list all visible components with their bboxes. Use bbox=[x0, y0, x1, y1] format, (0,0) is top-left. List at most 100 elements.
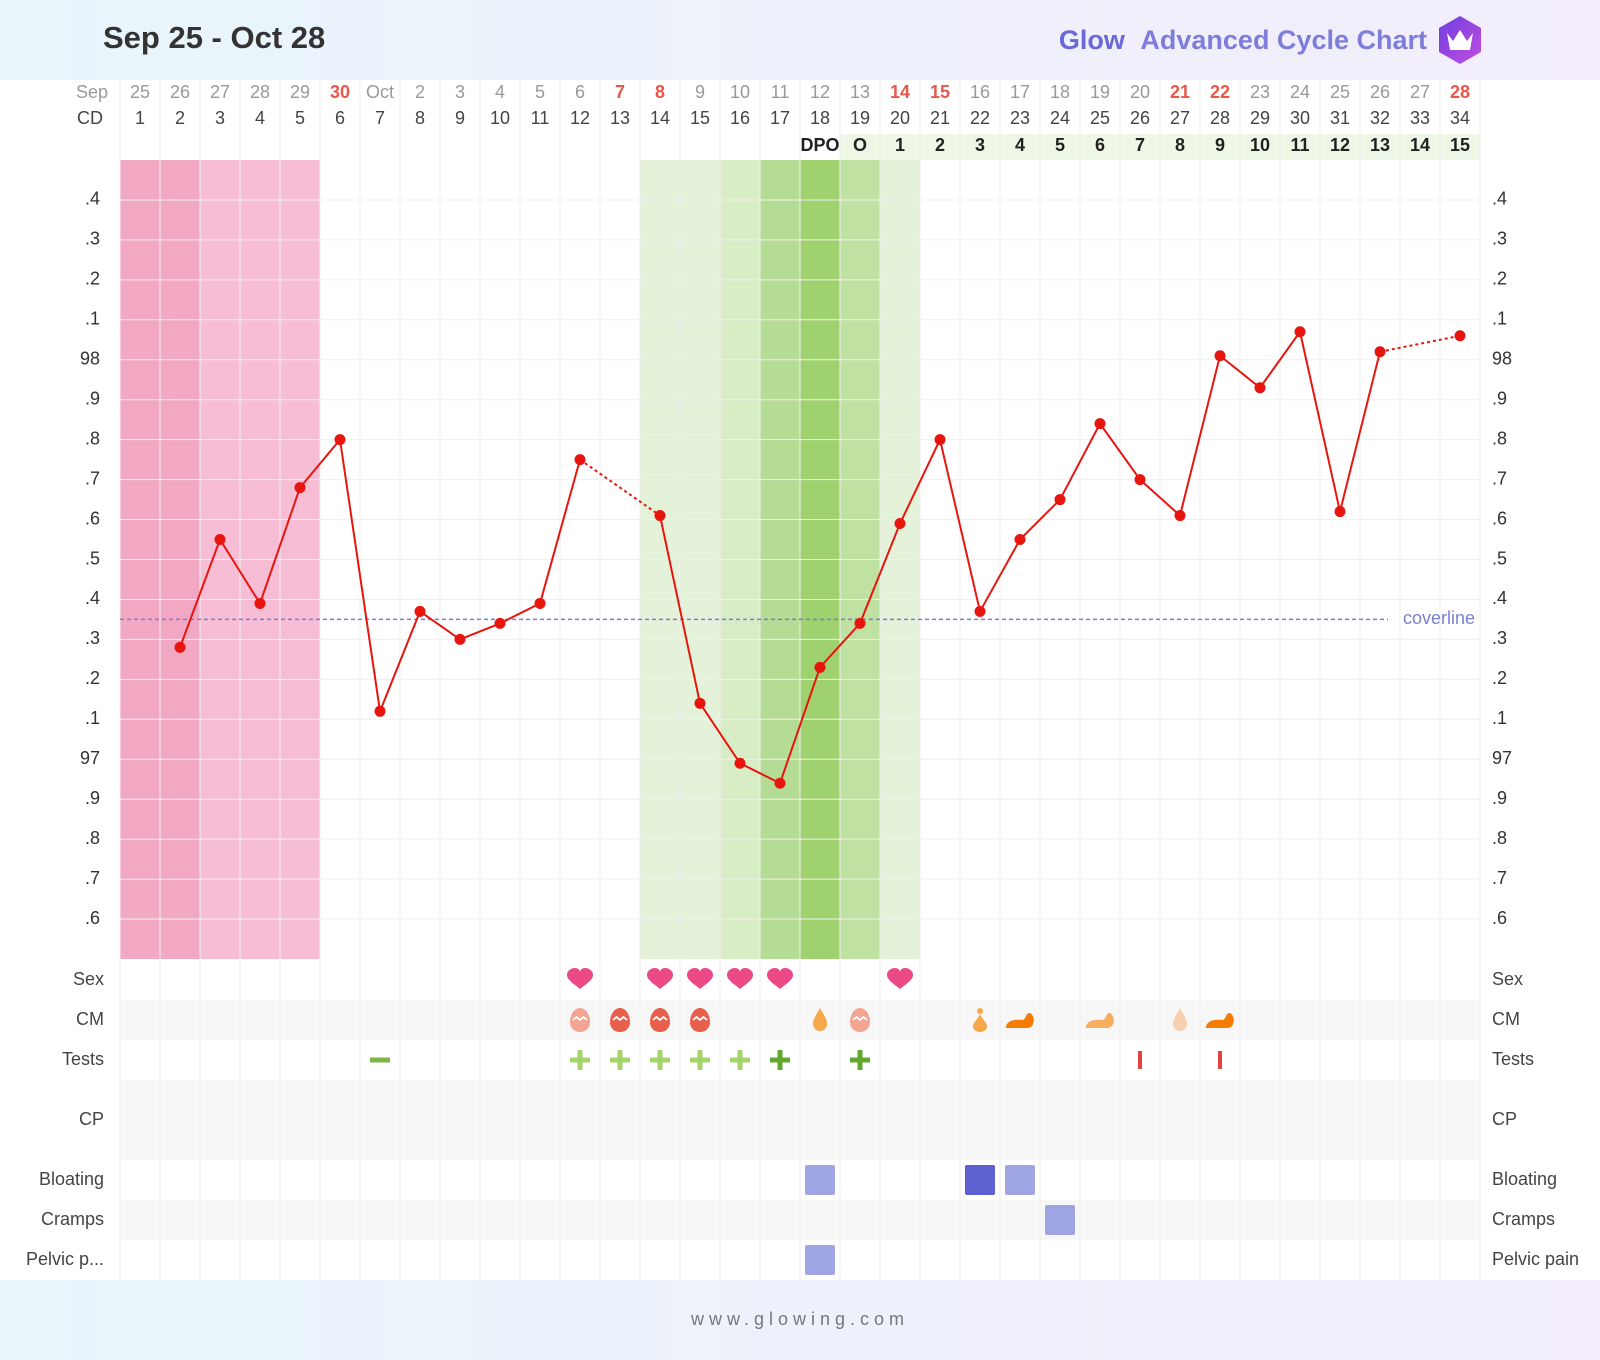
y-tick-label-right: .5 bbox=[1492, 548, 1507, 568]
cycle-day-label: 5 bbox=[295, 108, 305, 128]
temperature-point bbox=[974, 605, 986, 617]
temperature-point bbox=[774, 777, 786, 789]
dpo-value: 6 bbox=[1095, 135, 1105, 155]
cycle-day-label: 6 bbox=[335, 108, 345, 128]
temperature-point bbox=[1374, 346, 1386, 358]
symptom-square bbox=[1005, 1165, 1035, 1195]
date-label: 6 bbox=[575, 82, 585, 102]
symptom-heart bbox=[887, 968, 913, 989]
y-tick-label-right: .3 bbox=[1492, 229, 1507, 249]
temperature-point bbox=[254, 597, 266, 609]
y-tick-label-right: .9 bbox=[1492, 788, 1507, 808]
temperature-point bbox=[934, 434, 946, 446]
date-label: 15 bbox=[930, 82, 950, 102]
symptom-heart bbox=[647, 968, 673, 989]
date-label: 5 bbox=[535, 82, 545, 102]
egg-pattern bbox=[852, 1015, 868, 1022]
temperature-point bbox=[454, 633, 466, 645]
date-label: 21 bbox=[1170, 82, 1190, 102]
cycle-day-label: 13 bbox=[610, 108, 630, 128]
date-label: 27 bbox=[210, 82, 230, 102]
y-tick-label: .8 bbox=[85, 428, 100, 448]
dpo-value: 14 bbox=[1410, 135, 1430, 155]
symptom-bar bbox=[1138, 1051, 1142, 1069]
cycle-day-label: 7 bbox=[375, 108, 385, 128]
y-tick-label: .1 bbox=[85, 309, 100, 329]
date-label: 26 bbox=[1370, 82, 1390, 102]
y-tick-label-right: 97 bbox=[1492, 748, 1512, 768]
y-tick-label-right: .3 bbox=[1492, 628, 1507, 648]
y-tick-label: .4 bbox=[85, 189, 100, 209]
temperature-point bbox=[1054, 494, 1066, 506]
date-label: 29 bbox=[290, 82, 310, 102]
y-tick-label: .2 bbox=[85, 668, 100, 688]
temperature-point bbox=[174, 641, 186, 653]
y-tick-label: .3 bbox=[85, 628, 100, 648]
dpo-value: 8 bbox=[1175, 135, 1185, 155]
temperature-point bbox=[1254, 382, 1266, 394]
temperature-point bbox=[574, 454, 586, 466]
cycle-day-label: 30 bbox=[1290, 108, 1310, 128]
temperature-point bbox=[334, 434, 346, 446]
y-tick-label-right: .2 bbox=[1492, 269, 1507, 289]
month-label: Sep bbox=[76, 82, 108, 102]
cycle-day-label: 16 bbox=[730, 108, 750, 128]
y-tick-label-right: 98 bbox=[1492, 349, 1512, 369]
date-label: 25 bbox=[1330, 82, 1350, 102]
symptom-creamy bbox=[1206, 1013, 1234, 1028]
dpo-value: 3 bbox=[975, 135, 985, 155]
y-tick-label: .5 bbox=[85, 548, 100, 568]
cycle-day-label: 11 bbox=[531, 108, 550, 128]
temperature-point bbox=[1174, 510, 1186, 522]
date-label: 28 bbox=[250, 82, 270, 102]
temperature-point bbox=[1454, 330, 1466, 342]
cycle-day-label: 22 bbox=[970, 108, 990, 128]
footer-band bbox=[0, 1280, 1600, 1360]
plot: .4.4.3.3.2.2.1.198 98.9.9.8.8.7.7.6.6.5.5… bbox=[26, 80, 1579, 1280]
dpo-value: 1 bbox=[895, 135, 905, 155]
date-label: 26 bbox=[170, 82, 190, 102]
date-label: 22 bbox=[1210, 82, 1230, 102]
dpo-value: 11 bbox=[1290, 135, 1309, 155]
date-label: 25 bbox=[130, 82, 150, 102]
symptom-heart bbox=[727, 968, 753, 989]
brand-crown bbox=[1447, 30, 1473, 50]
y-tick-label: .9 bbox=[85, 388, 100, 408]
cycle-day-label: 1 bbox=[135, 108, 145, 128]
y-tick-label: .7 bbox=[85, 868, 100, 888]
symptom-plus bbox=[730, 1050, 750, 1070]
temperature-point bbox=[734, 757, 746, 769]
cycle-day-label: 17 bbox=[770, 108, 790, 128]
temperature-point bbox=[294, 482, 306, 494]
symptom-bar bbox=[1218, 1051, 1222, 1069]
date-label: 24 bbox=[1290, 82, 1310, 102]
dpo-value: 4 bbox=[1015, 135, 1025, 155]
y-tick-label: .9 bbox=[85, 788, 100, 808]
symptom-label-right: Sex bbox=[1492, 969, 1523, 989]
cycle-day-label: 18 bbox=[810, 108, 830, 128]
date-label: 27 bbox=[1410, 82, 1430, 102]
symptom-heart bbox=[567, 968, 593, 989]
date-label: 10 bbox=[730, 82, 750, 102]
temperature-point bbox=[214, 534, 226, 546]
y-tick-label: .3 bbox=[85, 229, 100, 249]
dpo-value: 5 bbox=[1055, 135, 1065, 155]
dpo-value: 2 bbox=[935, 135, 945, 155]
temperature-point bbox=[1334, 506, 1346, 518]
cycle-day-label: 28 bbox=[1210, 108, 1230, 128]
cycle-day-label: 21 bbox=[930, 108, 950, 128]
temperature-point bbox=[1294, 326, 1306, 338]
y-tick-label-right: .1 bbox=[1492, 708, 1507, 728]
date-label: 2 bbox=[415, 82, 425, 102]
date-label: 9 bbox=[695, 82, 705, 102]
y-tick-label-right: .4 bbox=[1492, 189, 1507, 209]
y-tick-label-right: .6 bbox=[1492, 908, 1507, 928]
y-tick-label: .6 bbox=[85, 908, 100, 928]
gap-connector bbox=[579, 458, 661, 517]
dpo-value: 15 bbox=[1450, 135, 1470, 155]
brand: Glow Advanced Cycle Chart bbox=[1059, 25, 1427, 55]
y-tick-label-right: .8 bbox=[1492, 828, 1507, 848]
header-band bbox=[0, 0, 1600, 80]
coverline-label: coverline bbox=[1403, 608, 1475, 628]
